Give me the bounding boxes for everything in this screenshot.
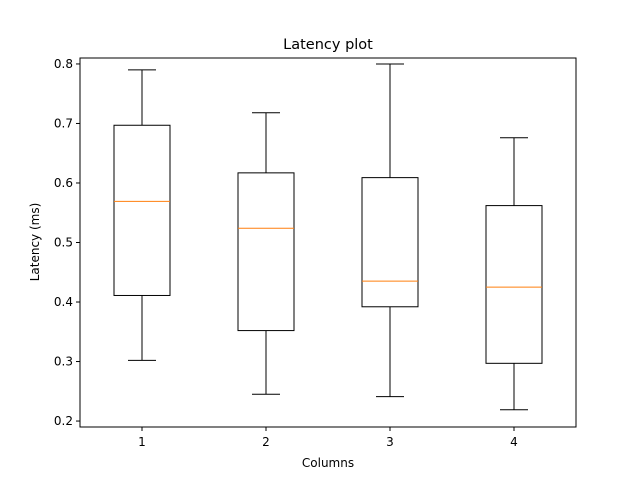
- box-body: [237, 172, 295, 332]
- box-body: [361, 177, 419, 308]
- y-tick-label: 0.8: [54, 57, 73, 71]
- box-1: [113, 69, 171, 361]
- plot-area: [113, 63, 543, 411]
- axes: 0.2 0.3 0.4 0.5 0.6 0.7 0.8 1 2 3 4: [54, 57, 518, 449]
- y-tick-label: 0.4: [54, 295, 73, 309]
- box-3: [361, 63, 419, 398]
- x-tick-label: 4: [510, 435, 518, 449]
- y-axis-label: Latency (ms): [28, 203, 42, 282]
- chart-title: Latency plot: [283, 37, 373, 53]
- y-tick-label: 0.6: [54, 176, 73, 190]
- x-tick-label: 3: [386, 435, 394, 449]
- y-tick-label: 0.5: [54, 236, 73, 250]
- box-body: [113, 124, 171, 296]
- y-tick-label: 0.7: [54, 116, 73, 130]
- x-tick-label: 1: [138, 435, 146, 449]
- box-body: [485, 205, 543, 364]
- box-4: [485, 137, 543, 411]
- y-tick-label: 0.3: [54, 355, 73, 369]
- x-tick-label: 2: [262, 435, 270, 449]
- y-tick-label: 0.2: [54, 414, 73, 428]
- box-2: [237, 112, 295, 395]
- x-axis-label: Columns: [302, 456, 354, 470]
